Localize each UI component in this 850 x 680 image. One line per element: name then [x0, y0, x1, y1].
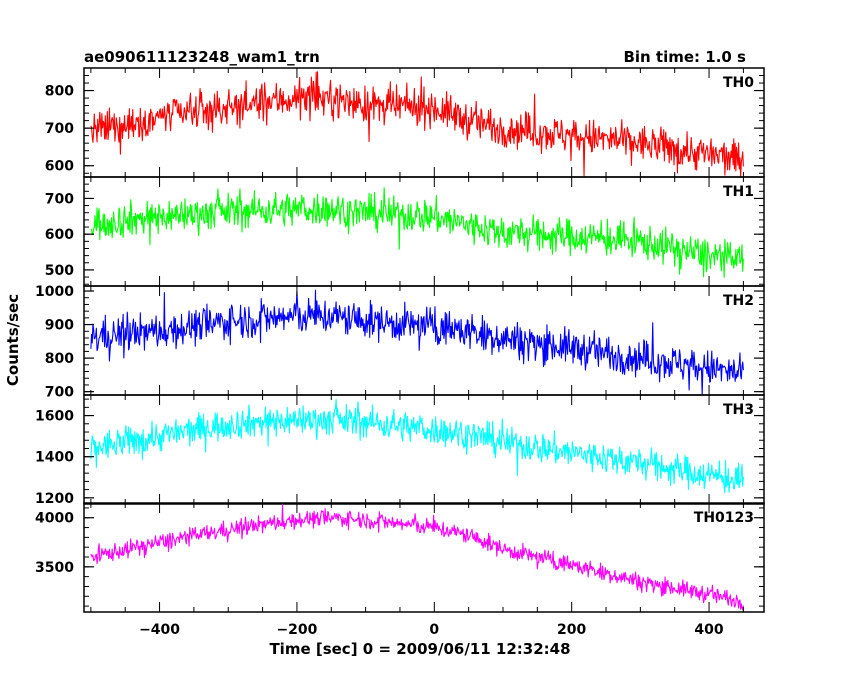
chart-title: ae090611123248_wam1_trn: [84, 48, 320, 66]
series-line-th2: [90, 289, 744, 396]
y-tick-label: 1400: [35, 450, 74, 466]
x-axis: −400 −200 0 200 400: [139, 622, 724, 638]
x-tick-label: −200: [276, 622, 317, 638]
y-tick-label: 800: [45, 84, 74, 100]
panel-label: TH0123: [694, 510, 754, 526]
y-tick-label: 1000: [35, 284, 74, 300]
y-tick-label: 4000: [35, 511, 74, 527]
y-tick-label: 700: [45, 121, 74, 137]
panel-frame: [83, 67, 765, 178]
x-tick-label: 400: [694, 622, 723, 638]
x-axis-label: Time [sec] 0 = 2009/06/11 12:32:48: [269, 640, 570, 658]
bin-time-label: Bin time: 1.0 s: [623, 48, 746, 66]
y-tick-label: 900: [45, 318, 74, 334]
y-tick-label: 1600: [35, 409, 74, 425]
y-tick-label: 700: [45, 191, 74, 207]
panel-label: TH1: [723, 184, 754, 200]
x-tick-label: −400: [139, 622, 180, 638]
y-axis-label: Counts/sec: [4, 294, 22, 386]
y-tick-label: 600: [45, 159, 74, 175]
panel-frame: [83, 394, 765, 505]
panel-frame: [83, 285, 765, 396]
series-line-th3: [90, 398, 744, 494]
series-line-th0: [90, 71, 744, 178]
panel-label: TH3: [723, 402, 754, 418]
series-line-th0123: [90, 503, 744, 611]
y-tick-label: 800: [45, 351, 74, 367]
panel-th1: 500 600 700 TH1: [45, 176, 765, 287]
panel-th3: 1200 1400 1600 TH3: [35, 394, 765, 507]
panel-label: TH0: [723, 75, 754, 91]
panels-group: 600 700 800 TH0 500 600 700 TH1 700 800 900 1000 TH2…: [35, 67, 765, 613]
y-tick-label: 1200: [35, 491, 74, 507]
x-tick-label: 200: [557, 622, 586, 638]
x-tick-label: 0: [429, 622, 439, 638]
panel-th0: 600 700 800 TH0: [45, 67, 765, 178]
y-tick-label: 600: [45, 227, 74, 243]
panel-th0123: 3500 4000 TH0123: [35, 502, 765, 613]
series-line-th1: [90, 187, 744, 278]
y-tick-label: 500: [45, 263, 74, 279]
panel-label: TH2: [723, 293, 754, 309]
y-tick-label: 3500: [35, 560, 74, 576]
panel-th2: 700 800 900 1000 TH2: [35, 284, 765, 401]
y-tick-label: 700: [45, 385, 74, 401]
